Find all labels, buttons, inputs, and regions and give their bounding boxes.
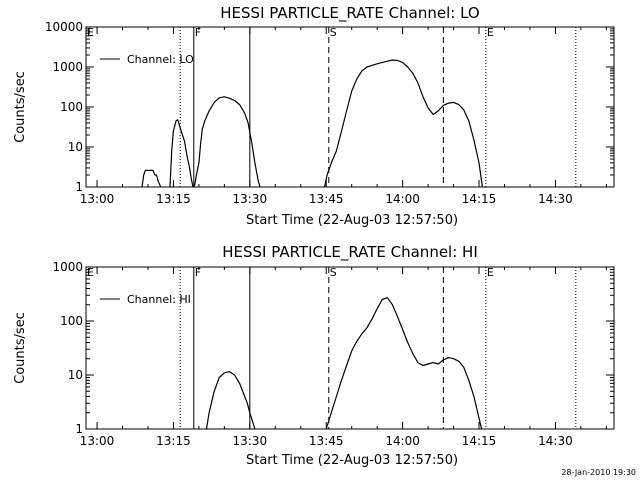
- series-line: [205, 371, 256, 430]
- y-axis-label: Counts/sec: [13, 71, 28, 143]
- x-tick-label: 13:15: [156, 434, 191, 448]
- series-line: [141, 169, 162, 188]
- event-marker-label: F: [195, 26, 201, 39]
- y-tick-label: 1000: [52, 260, 83, 274]
- x-tick-label: 14:15: [462, 192, 497, 206]
- x-axis-label: Start Time (22-Aug-03 12:57:50): [246, 213, 458, 228]
- x-tick-label: 14:30: [538, 192, 573, 206]
- legend-label: Channel: LO: [127, 53, 194, 66]
- chart-title: HESSI PARTICLE_RATE Channel: HI: [222, 243, 478, 262]
- y-tick-label: 1: [75, 422, 83, 436]
- event-marker-label: E: [487, 266, 494, 279]
- y-tick-label: 10000: [45, 20, 83, 34]
- chart-panel-1: HESSI PARTICLE_RATE Channel: LO 13:00 13:1…: [13, 4, 615, 228]
- series-line: [169, 96, 261, 188]
- footer-timestamp: 28-Jan-2010 19:30: [561, 468, 636, 477]
- x-tick-label: 14:30: [538, 434, 573, 448]
- x-tick-label: 13:00: [80, 192, 115, 206]
- event-marker-label: E: [87, 26, 94, 39]
- x-tick-label: 13:15: [156, 192, 191, 206]
- y-tick-label: 10: [68, 140, 83, 154]
- series-line: [325, 297, 483, 430]
- y-tick-label: 1000: [52, 60, 83, 74]
- plot-frame: [85, 26, 615, 188]
- legend-label: Channel: HI: [127, 293, 191, 306]
- x-tick-label: 13:45: [309, 192, 344, 206]
- event-marker-label: S: [330, 26, 337, 39]
- y-tick-label: 1: [75, 180, 83, 194]
- plot-frame: [85, 266, 615, 430]
- x-tick-label: 13:00: [80, 434, 115, 448]
- x-tick-label: 13:30: [233, 192, 268, 206]
- x-tick-label: 14:15: [462, 434, 497, 448]
- event-marker-label: E: [487, 26, 494, 39]
- x-axis-label: Start Time (22-Aug-03 12:57:50): [246, 453, 458, 468]
- chart-panel-2: HESSI PARTICLE_RATE Channel: HI 13:00 13:1…: [13, 243, 615, 468]
- x-tick-label: 14:00: [385, 434, 420, 448]
- chart-title: HESSI PARTICLE_RATE Channel: LO: [220, 4, 479, 23]
- y-tick-label: 10: [68, 368, 83, 382]
- event-marker-label: S: [330, 266, 337, 279]
- y-axis-label: Counts/sec: [13, 312, 28, 384]
- x-tick-label: 13:30: [233, 434, 268, 448]
- x-tick-label: 14:00: [385, 192, 420, 206]
- event-marker-label: E: [87, 266, 94, 279]
- series-line: [323, 59, 483, 188]
- event-marker-label: F: [195, 266, 201, 279]
- y-tick-label: 100: [60, 314, 83, 328]
- x-tick-label: 13:45: [309, 434, 344, 448]
- y-tick-label: 100: [60, 100, 83, 114]
